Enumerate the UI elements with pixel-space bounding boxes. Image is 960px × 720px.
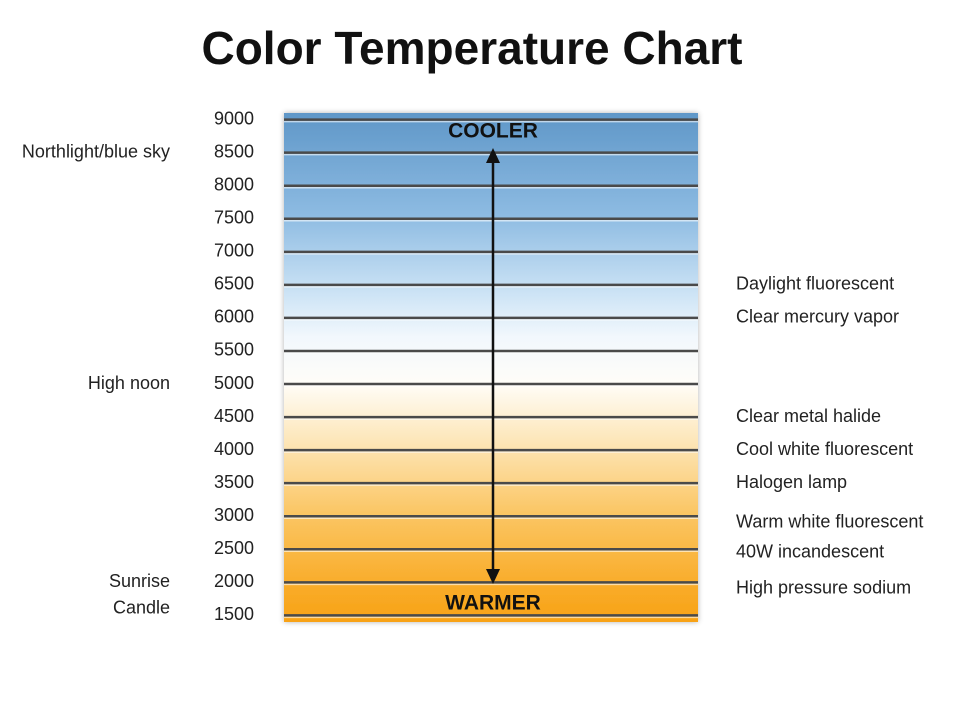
- annotation: High noon: [88, 373, 170, 393]
- arrow: [486, 148, 500, 584]
- arrow-head-up: [486, 148, 500, 163]
- annotation: Candle: [113, 598, 170, 618]
- y-tick-label: 4000: [214, 439, 254, 459]
- annotation: 40W incandescent: [736, 541, 884, 561]
- annotation: Warm white fluorescent: [736, 512, 923, 532]
- temperature-panel: [284, 113, 698, 622]
- chart-title: Color Temperature Chart: [201, 22, 742, 74]
- y-tick-label: 6000: [214, 307, 254, 327]
- y-tick-label: 6500: [214, 274, 254, 294]
- annotation: Daylight fluorescent: [736, 274, 894, 294]
- annotation: Clear metal halide: [736, 406, 881, 426]
- y-tick-label: 2500: [214, 538, 254, 558]
- annotation: Northlight/blue sky: [22, 141, 170, 161]
- y-tick-label: 7000: [214, 241, 254, 261]
- y-tick-label: 1500: [214, 604, 254, 624]
- y-tick-label: 8500: [214, 141, 254, 161]
- warmer-label: WARMER: [445, 592, 541, 615]
- y-tick-label: 5000: [214, 373, 254, 393]
- annotation: Cool white fluorescent: [736, 439, 913, 459]
- annotation: Sunrise: [109, 571, 170, 591]
- cooler-label: COOLER: [448, 120, 538, 143]
- y-tick-label: 3000: [214, 505, 254, 525]
- y-tick-label: 4500: [214, 406, 254, 426]
- y-tick-label: 3500: [214, 472, 254, 492]
- y-tick-label: 5500: [214, 340, 254, 360]
- y-tick-label: 7500: [214, 208, 254, 228]
- y-tick-label: 2000: [214, 571, 254, 591]
- annotation: High pressure sodium: [736, 578, 911, 598]
- annotation: Halogen lamp: [736, 472, 847, 492]
- grid: [284, 118, 698, 619]
- annotation: Clear mercury vapor: [736, 307, 899, 327]
- y-tick-label: 8000: [214, 174, 254, 194]
- arrow-head-down: [486, 569, 500, 584]
- y-tick-label: 9000: [214, 108, 254, 128]
